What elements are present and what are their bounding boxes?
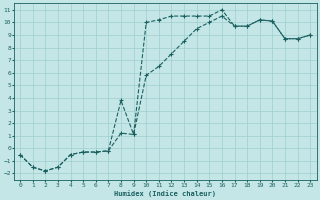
X-axis label: Humidex (Indice chaleur): Humidex (Indice chaleur)	[114, 190, 216, 197]
